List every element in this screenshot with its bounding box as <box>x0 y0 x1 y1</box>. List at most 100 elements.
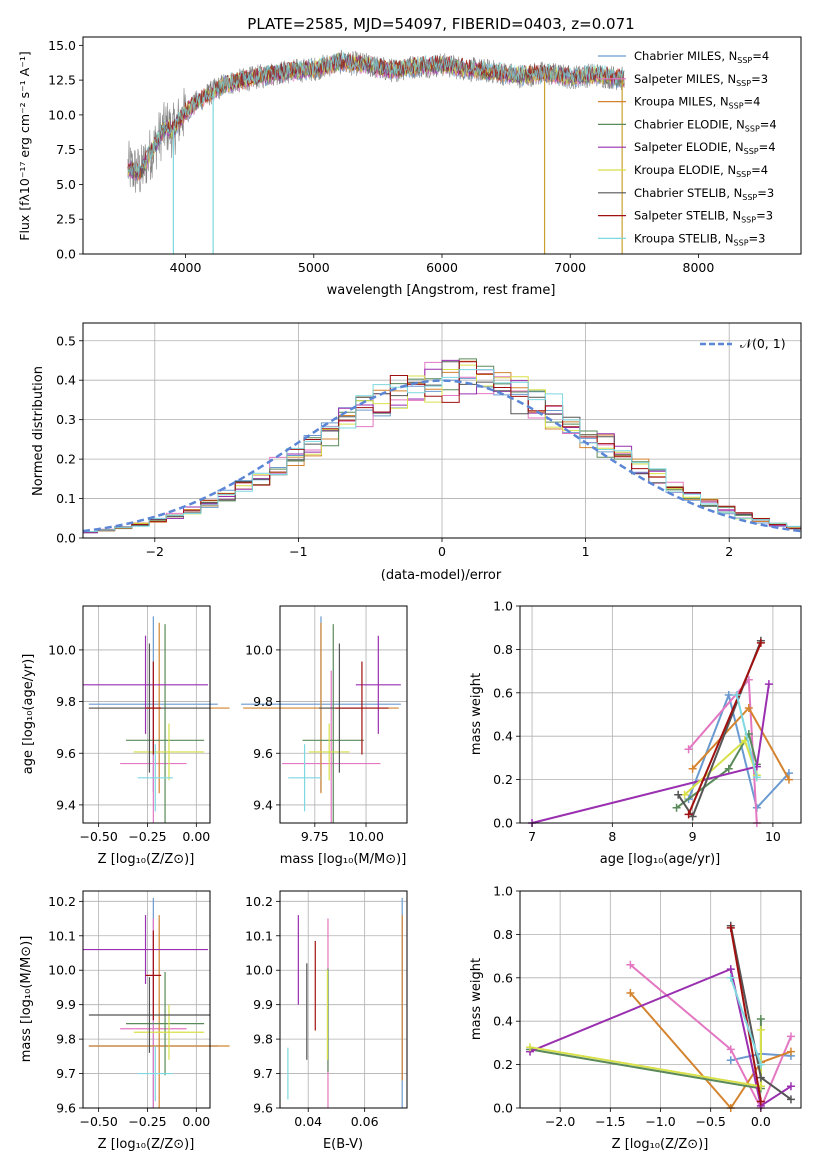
y-tick-label: 10.1 <box>48 928 76 943</box>
y-tick-label: 9.8 <box>56 1032 76 1047</box>
mass-weight-vs-metallicity-ylabel: mass weight <box>469 958 484 1040</box>
mass-weight-vs-metallicity-panel: −2.0 −1.5 −1.0 −0.5 0.0 0.0 0.2 0.4 0.6 0.8 1.0 Z … <box>469 884 802 1152</box>
x-tick-label: 0.06 <box>351 1114 379 1129</box>
x-tick-label: 6000 <box>426 260 458 275</box>
y-tick-label: 0.0 <box>56 531 76 546</box>
mass-weight-vs-metallicity-xlabel: Z [log₁₀(Z/Z⊙)] <box>612 1137 709 1152</box>
x-tick-label: −0.25 <box>128 829 166 844</box>
y-tick-label: 0.0 <box>493 816 513 831</box>
x-tick-label: 7000 <box>554 260 586 275</box>
y-tick-label: 0.8 <box>493 642 513 657</box>
mass-vs-extinction-frame <box>279 890 408 1109</box>
y-tick-label: 10.0 <box>48 963 76 978</box>
y-tick-label: 10.0 <box>48 107 76 122</box>
mass-vs-metallicity-xlabel: Z [log₁₀(Z/Z⊙)] <box>98 1137 195 1152</box>
x-tick-label: 0.0 <box>751 1114 771 1129</box>
legend-label: Chabrier STELIB, NSSP=3 <box>634 186 774 202</box>
age-vs-mass-frame <box>279 605 408 824</box>
mass-weight-marker <box>764 680 773 689</box>
mass-weight-line <box>729 927 762 1102</box>
spectrum-ylabel: Flux [fλ10⁻¹⁷ erg cm⁻² s⁻¹ A⁻¹] <box>17 51 32 240</box>
x-tick-label: −1.5 <box>595 1114 625 1129</box>
x-tick-label: 9.75 <box>301 829 329 844</box>
x-tick-label: 10 <box>765 829 781 844</box>
normal-fit-curve <box>82 379 802 533</box>
mass-weight-marker <box>626 960 635 969</box>
mass-vs-metallicity-frame <box>82 890 211 1109</box>
mass-weight-marker <box>756 1073 765 1082</box>
y-tick-label: 15.0 <box>48 38 76 53</box>
age-vs-mass-xlabel: mass [log₁₀(M/M⊙)] <box>280 852 407 867</box>
y-tick-label: 0.3 <box>56 412 76 427</box>
y-tick-label: 10.0 <box>48 642 76 657</box>
age-vs-metallicity-ylabel: age [log₁₀(age/yr)] <box>21 654 36 775</box>
normal-fit-legend-label: 𝒩(0, 1) <box>740 336 786 351</box>
mass-vs-extinction-xlabel: E(B-V) <box>323 1137 363 1152</box>
x-tick-label: 7 <box>528 829 536 844</box>
mass-weight-marker <box>726 1045 735 1054</box>
y-tick-label: 5.0 <box>56 177 76 192</box>
spectrum-xlabel: wavelength [Angstrom, rest frame] <box>327 283 556 298</box>
x-tick-label: −1.0 <box>645 1114 675 1129</box>
mass-weight-line <box>529 967 792 1108</box>
y-tick-label: 10.1 <box>245 928 273 943</box>
x-tick-label: 0 <box>438 544 446 559</box>
legend-label: Kroupa ELODIE, NSSP=4 <box>634 163 768 179</box>
mass-weight-marker <box>744 703 753 712</box>
y-tick-label: 7.5 <box>56 142 76 157</box>
y-tick-label: 0.2 <box>493 772 513 787</box>
mass-weight-marker <box>756 1015 765 1024</box>
y-tick-label: 0.6 <box>493 970 513 985</box>
mass-weight-marker <box>688 764 697 773</box>
mass-weight-line <box>729 977 762 1065</box>
residuals-legend: 𝒩(0, 1) <box>700 336 786 351</box>
mass-weight-marker <box>684 810 693 819</box>
y-tick-label: 9.9 <box>253 997 273 1012</box>
y-tick-label: 9.9 <box>56 997 76 1012</box>
mass-weight-marker <box>726 973 735 982</box>
y-tick-label: 0.6 <box>493 685 513 700</box>
y-tick-label: 10.2 <box>48 894 76 909</box>
y-tick-label: 9.8 <box>56 694 76 709</box>
x-tick-label: 10.00 <box>348 829 384 844</box>
spectrum-panel: PLATE=2585, MJD=54097, FIBERID=0403, z=0… <box>17 15 802 298</box>
mass-weight-line <box>531 683 770 824</box>
x-tick-label: 0.00 <box>182 1114 210 1129</box>
mass-weight-marker <box>756 1060 765 1069</box>
mass-weight-marker <box>726 965 735 974</box>
y-tick-label: 0.5 <box>56 333 76 348</box>
y-tick-label: 12.5 <box>48 73 76 88</box>
mass-weight-marker <box>786 1082 795 1091</box>
mass-weight-marker <box>726 923 735 932</box>
mass-weight-marker <box>784 775 793 784</box>
residuals-xlabel: (data-model)/error <box>381 568 502 583</box>
x-tick-label: 8 <box>608 829 616 844</box>
mass-weight-marker <box>786 1047 795 1056</box>
mass-weight-marker <box>752 773 761 782</box>
y-tick-label: 10.0 <box>245 963 273 978</box>
mass-weight-vs-age-frame <box>519 605 802 824</box>
age-vs-metallicity-xlabel: Z [log₁₀(Z/Z⊙)] <box>98 852 195 867</box>
mass-weight-marker <box>724 690 733 699</box>
x-tick-label: 9 <box>689 829 697 844</box>
y-tick-label: 9.4 <box>56 797 76 812</box>
mass-weight-marker <box>626 988 635 997</box>
legend-label: Chabrier ELODIE, NSSP=4 <box>634 117 777 133</box>
y-tick-label: 0.4 <box>56 373 76 388</box>
x-tick-label: −0.50 <box>79 829 117 844</box>
y-tick-label: 0.0 <box>493 1101 513 1116</box>
legend-label: Salpeter STELIB, NSSP=3 <box>634 209 773 225</box>
x-tick-label: −0.50 <box>79 1114 117 1129</box>
y-tick-label: 9.7 <box>253 1066 273 1081</box>
mass-weight-marker <box>726 1056 735 1065</box>
mass-weight-marker <box>756 1025 765 1034</box>
mass-weight-marker <box>526 1043 535 1052</box>
y-tick-label: 9.6 <box>253 746 273 761</box>
mass-vs-extinction-panel: 0.04 0.06 9.6 9.7 9.8 9.9 10.0 10.1 10.2 E(B-V) <box>245 890 408 1152</box>
y-tick-label: 9.6 <box>253 1101 273 1116</box>
residuals-ylabel: Normed distribution <box>31 366 46 496</box>
legend-label: Salpeter ELODIE, NSSP=4 <box>634 140 776 156</box>
mass-weight-marker <box>724 764 733 773</box>
mass-weight-marker <box>756 638 765 647</box>
y-tick-label: 9.7 <box>56 1066 76 1081</box>
